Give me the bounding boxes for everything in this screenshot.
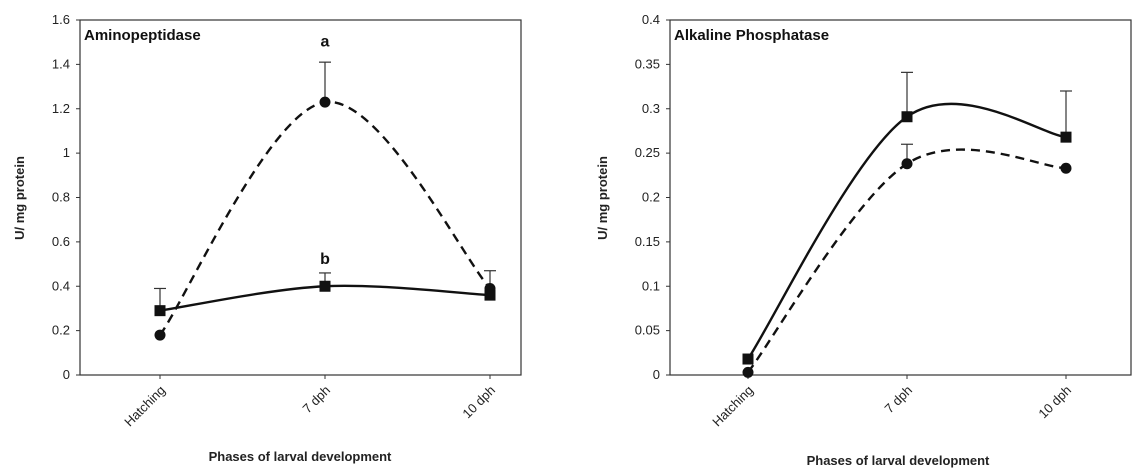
series-line xyxy=(747,148,1067,374)
aminopeptidase-chart: 0 0.2 0.4 0.6 0.8 1 1.2 1.4 1.6 Hatching 7 dph 10 d… xyxy=(12,12,522,464)
data-point xyxy=(901,111,913,123)
data-point xyxy=(742,353,754,365)
plot-frame xyxy=(79,19,522,376)
y-tick-label: 0.25 xyxy=(635,145,660,160)
y-tick-label: 0.15 xyxy=(635,234,660,249)
data-point xyxy=(154,305,166,317)
plot-frame xyxy=(669,19,1132,376)
y-tick-label: 0.35 xyxy=(635,56,660,71)
y-tick-label: 0 xyxy=(653,367,660,382)
data-point xyxy=(1060,162,1072,174)
y-tick-label: 1 xyxy=(63,145,70,160)
y-tick-label: 1.2 xyxy=(52,101,70,116)
series-dashed xyxy=(154,61,496,341)
y-tick-label: 0.2 xyxy=(642,190,660,205)
y-axis-title: U/ mg protein xyxy=(12,156,27,240)
x-tick-label: Hatching xyxy=(709,383,756,430)
data-point xyxy=(742,366,754,378)
data-point xyxy=(901,158,913,170)
significance-label: a xyxy=(321,34,330,51)
y-tick-label: 0.3 xyxy=(642,101,660,116)
x-tick-label: 10 dph xyxy=(459,383,498,422)
series-line xyxy=(159,100,491,336)
x-tick-label: 10 dph xyxy=(1035,383,1074,422)
y-tick-label: 0.1 xyxy=(642,278,660,293)
y-tick-label: 1.6 xyxy=(52,12,70,27)
y-tick-label: 0.4 xyxy=(52,278,70,293)
panel-title: Alkaline Phosphatase xyxy=(674,27,829,44)
data-point xyxy=(319,96,331,108)
y-tick-label: 0.4 xyxy=(642,12,660,27)
y-tick-label: 0.2 xyxy=(52,323,70,338)
y-tick-label: 0.6 xyxy=(52,234,70,249)
series-solid xyxy=(742,71,1072,365)
y-tick-label: 0 xyxy=(63,367,70,382)
y-tick-label: 0.05 xyxy=(635,323,660,338)
y-axis-title: U/ mg protein xyxy=(595,156,610,240)
series-line xyxy=(746,102,1067,360)
x-axis-title: Phases of larval development xyxy=(209,449,392,464)
alkaline-phosphatase-chart: 0 0.05 0.1 0.15 0.2 0.25 0.3 0.35 0.4 Hatching 7 d… xyxy=(595,12,1132,468)
panel-title: Aminopeptidase xyxy=(84,27,201,44)
series-solid xyxy=(154,272,496,317)
y-tick-label: 0.8 xyxy=(52,190,70,205)
x-tick-label: 7 dph xyxy=(300,383,334,417)
y-tick-label: 1.4 xyxy=(52,56,70,71)
data-point xyxy=(484,289,496,301)
significance-label: b xyxy=(320,251,330,268)
data-point xyxy=(319,280,331,292)
x-tick-label: Hatching xyxy=(121,383,168,430)
series-dashed xyxy=(742,143,1072,378)
x-tick-label: 7 dph xyxy=(882,383,916,417)
x-axis-title: Phases of larval development xyxy=(807,453,990,468)
data-point xyxy=(154,329,166,341)
data-point xyxy=(1060,131,1072,143)
